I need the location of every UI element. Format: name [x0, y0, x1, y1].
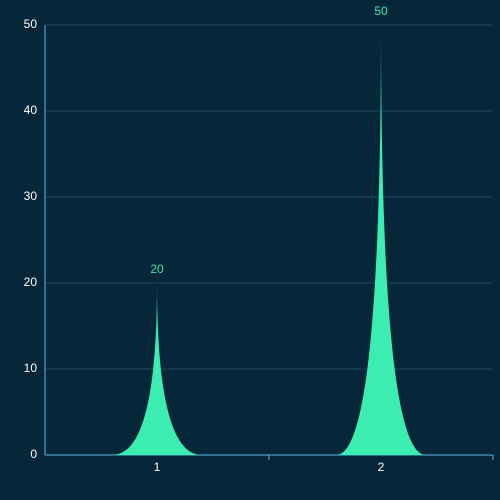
- spike-bar: [336, 25, 426, 455]
- x-tick-label: 2: [378, 460, 385, 474]
- spike-bar: [112, 283, 202, 455]
- x-tick-label: 1: [154, 460, 161, 474]
- value-label: 50: [374, 4, 388, 18]
- y-tick-label: 50: [24, 17, 38, 31]
- y-tick-label: 10: [24, 361, 38, 375]
- y-tick-label: 0: [30, 447, 37, 461]
- y-tick-label: 30: [24, 189, 38, 203]
- y-tick-label: 40: [24, 103, 38, 117]
- value-label: 20: [150, 262, 164, 276]
- y-tick-label: 20: [24, 275, 38, 289]
